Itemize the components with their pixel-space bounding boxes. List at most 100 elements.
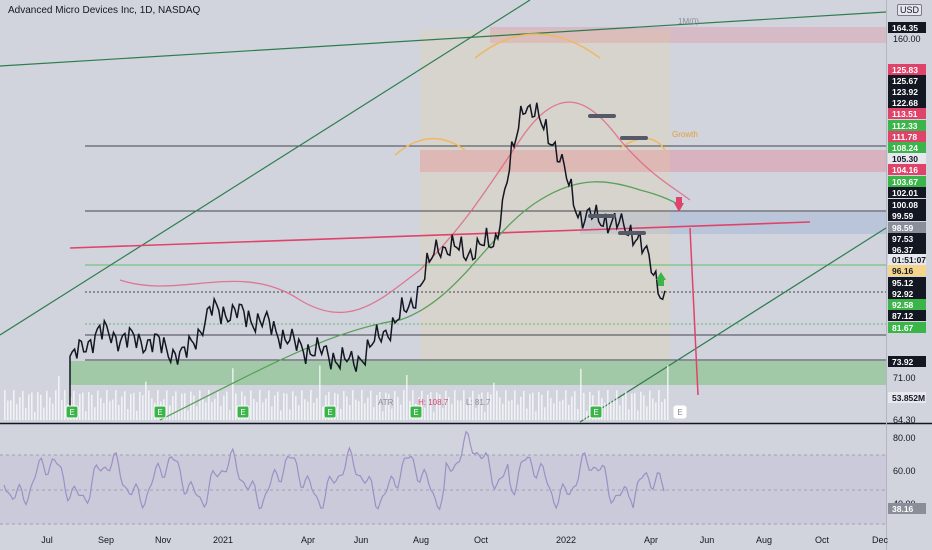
high-label: H: 108.7 xyxy=(418,398,449,407)
price-badge xyxy=(888,265,926,276)
price-badge xyxy=(888,199,926,210)
volume-bar xyxy=(295,396,297,420)
volume-bar xyxy=(466,404,468,420)
price-badge-label: 87.12 xyxy=(892,311,914,321)
time-tick: Oct xyxy=(474,535,489,545)
volume-bar xyxy=(292,391,294,420)
volume-bar xyxy=(421,390,423,420)
price-badge-label: 95.12 xyxy=(892,278,914,288)
volume-bar xyxy=(319,365,321,420)
time-tick: Apr xyxy=(301,535,315,545)
currency-badge[interactable]: USD xyxy=(896,4,922,16)
volume-bar xyxy=(463,390,465,420)
volume-bar xyxy=(514,390,516,420)
volume-bar xyxy=(298,405,300,420)
volume-bar xyxy=(103,403,105,420)
volume-bar xyxy=(166,390,168,420)
price-badge xyxy=(888,187,926,198)
volume-bar xyxy=(322,406,324,420)
volume-bar xyxy=(496,390,498,420)
volume-bar xyxy=(613,399,615,420)
upper-trend-line xyxy=(0,11,887,67)
earnings-marker-label: E xyxy=(413,408,418,417)
time-tick: 2021 xyxy=(213,535,233,545)
price-badge xyxy=(888,164,926,175)
price-badge-label: 96.16 xyxy=(892,266,914,276)
earnings-marker xyxy=(153,405,167,419)
volume-bar xyxy=(10,400,12,420)
volume-bar xyxy=(436,392,438,420)
price-badge-label: 73.92 xyxy=(892,357,914,367)
target-zone xyxy=(580,212,886,234)
volume-bar xyxy=(169,405,171,420)
volume-bar xyxy=(367,397,369,420)
volume-bar xyxy=(172,396,174,420)
range-marker xyxy=(618,231,646,235)
volume-bar xyxy=(22,390,24,420)
earnings-marker-label: E xyxy=(327,408,332,417)
neckline xyxy=(69,221,811,249)
price-badge xyxy=(888,299,926,310)
volume-bar xyxy=(376,394,378,420)
volume-bar xyxy=(211,402,213,420)
volume-bar xyxy=(97,390,99,420)
price-badge xyxy=(888,75,926,86)
volume-bar xyxy=(556,390,558,420)
price-badge xyxy=(888,310,926,321)
volume-bar xyxy=(445,390,447,420)
volume-bar xyxy=(301,390,303,420)
price-badge-label: 99.59 xyxy=(892,211,914,221)
range-marker xyxy=(620,136,648,140)
volume-bar xyxy=(142,395,144,420)
volume-bar xyxy=(559,401,561,420)
volume-bar xyxy=(493,382,495,420)
volume-bar xyxy=(523,390,525,420)
price-tick: 64.30 xyxy=(893,415,916,425)
volume-bar xyxy=(130,393,132,420)
time-tick: Jun xyxy=(354,535,369,545)
volume-bar xyxy=(79,394,81,420)
volume-bar xyxy=(82,392,84,420)
price-badge xyxy=(888,176,926,187)
volume-bar xyxy=(433,411,435,420)
volume-bar xyxy=(55,390,57,420)
volume-bar xyxy=(262,402,264,420)
volume-bar xyxy=(589,391,591,420)
rsi-tick: 80.00 xyxy=(893,433,916,443)
sma-line xyxy=(159,181,681,421)
volume-bar xyxy=(40,394,42,420)
price-badge-label: 105.30 xyxy=(892,154,918,164)
resistance-zone xyxy=(420,150,886,172)
time-tick: Jun xyxy=(700,535,715,545)
volume-bar xyxy=(391,408,393,420)
volume-bar xyxy=(397,396,399,420)
volume-bar xyxy=(259,390,261,420)
volume-bar xyxy=(58,375,60,420)
price-badge-label: 01:51:07 xyxy=(892,255,926,265)
volume-bar xyxy=(337,393,339,420)
volume-bar xyxy=(562,399,564,420)
volume-bar xyxy=(451,404,453,420)
atr-label: ATR xyxy=(378,398,394,407)
volume-bar xyxy=(139,391,141,420)
price-badge xyxy=(888,503,926,514)
volume-bar xyxy=(442,408,444,420)
lower-trend-line xyxy=(579,227,887,423)
projection-line xyxy=(689,227,699,396)
volume-bar xyxy=(124,391,126,420)
volume-bar xyxy=(490,394,492,420)
price-badge xyxy=(888,288,926,299)
price-badge-label: 81.67 xyxy=(892,323,914,333)
volume-bar xyxy=(619,405,621,420)
price-badge xyxy=(888,233,926,244)
sell-arrow xyxy=(674,197,684,212)
price-badge-label: 100.08 xyxy=(892,200,918,210)
earnings-marker-label: E xyxy=(157,408,162,417)
volume-bar xyxy=(631,393,633,420)
volume-bar xyxy=(373,407,375,420)
price-badge xyxy=(888,254,926,265)
volume-bar xyxy=(202,398,204,420)
volume-bar xyxy=(484,411,486,420)
earnings-marker-label: E xyxy=(240,408,245,417)
volume-bar xyxy=(460,400,462,420)
